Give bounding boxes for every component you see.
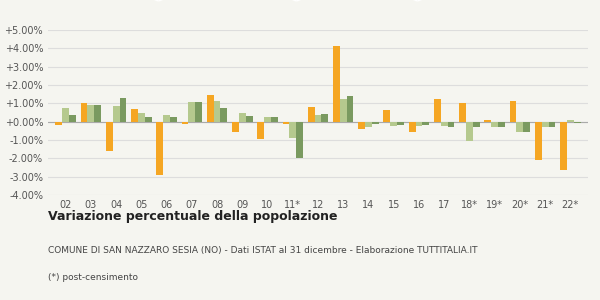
Bar (264, 117, 271, 122)
Bar (574, 122, 581, 123)
Bar (422, 122, 429, 125)
Bar (88, 105, 94, 122)
Bar (113, 106, 119, 122)
Bar (182, 122, 188, 124)
Bar (163, 115, 170, 122)
Bar (220, 108, 227, 122)
Text: COMUNE DI SAN NAZZARO SESIA (NO) - Dati ISTAT al 31 dicembre - Elaborazione TUTT: COMUNE DI SAN NAZZARO SESIA (NO) - Dati … (48, 246, 478, 255)
Bar (491, 122, 498, 127)
Bar (62, 108, 69, 122)
Bar (441, 122, 448, 126)
Bar (94, 105, 101, 122)
Bar (283, 122, 289, 124)
Bar (188, 101, 195, 122)
Bar (322, 114, 328, 122)
Bar (170, 117, 177, 122)
Bar (157, 122, 163, 175)
Bar (498, 122, 505, 127)
Bar (347, 96, 353, 122)
Bar (145, 117, 152, 122)
Bar (484, 120, 491, 122)
Bar (333, 46, 340, 122)
Bar (542, 122, 548, 127)
Bar (383, 110, 390, 122)
Bar (416, 122, 422, 126)
Bar (409, 122, 416, 132)
Bar (69, 115, 76, 122)
Bar (535, 122, 542, 160)
Bar (459, 103, 466, 122)
Bar (365, 122, 372, 127)
Bar (434, 99, 441, 122)
Text: (*) post-censimento: (*) post-censimento (48, 273, 138, 282)
Bar (466, 122, 473, 141)
Bar (523, 122, 530, 132)
Bar (390, 122, 397, 126)
Bar (397, 122, 404, 125)
Bar (296, 122, 303, 158)
Bar (246, 116, 253, 122)
Text: Variazione percentuale della popolazione: Variazione percentuale della popolazione (48, 210, 337, 223)
Bar (119, 98, 127, 122)
Bar (195, 102, 202, 122)
Bar (138, 113, 145, 122)
Bar (214, 100, 220, 122)
Bar (308, 107, 314, 122)
Bar (257, 122, 264, 139)
Bar (207, 95, 214, 122)
Bar (509, 100, 517, 122)
Bar (548, 122, 556, 127)
Legend: San Nazzaro Sesia, Provincia di NO, Piemonte: San Nazzaro Sesia, Provincia di NO, Piem… (148, 0, 488, 3)
Bar (372, 122, 379, 124)
Bar (358, 122, 365, 129)
Bar (314, 115, 322, 122)
Bar (289, 122, 296, 138)
Bar (340, 99, 347, 122)
Bar (473, 122, 479, 127)
Bar (560, 122, 567, 170)
Bar (80, 103, 88, 122)
Bar (517, 122, 523, 132)
Bar (271, 117, 278, 122)
Bar (131, 109, 138, 122)
Bar (232, 122, 239, 132)
Bar (106, 122, 113, 151)
Bar (239, 112, 246, 122)
Bar (55, 122, 62, 125)
Bar (448, 122, 454, 127)
Bar (567, 120, 574, 122)
